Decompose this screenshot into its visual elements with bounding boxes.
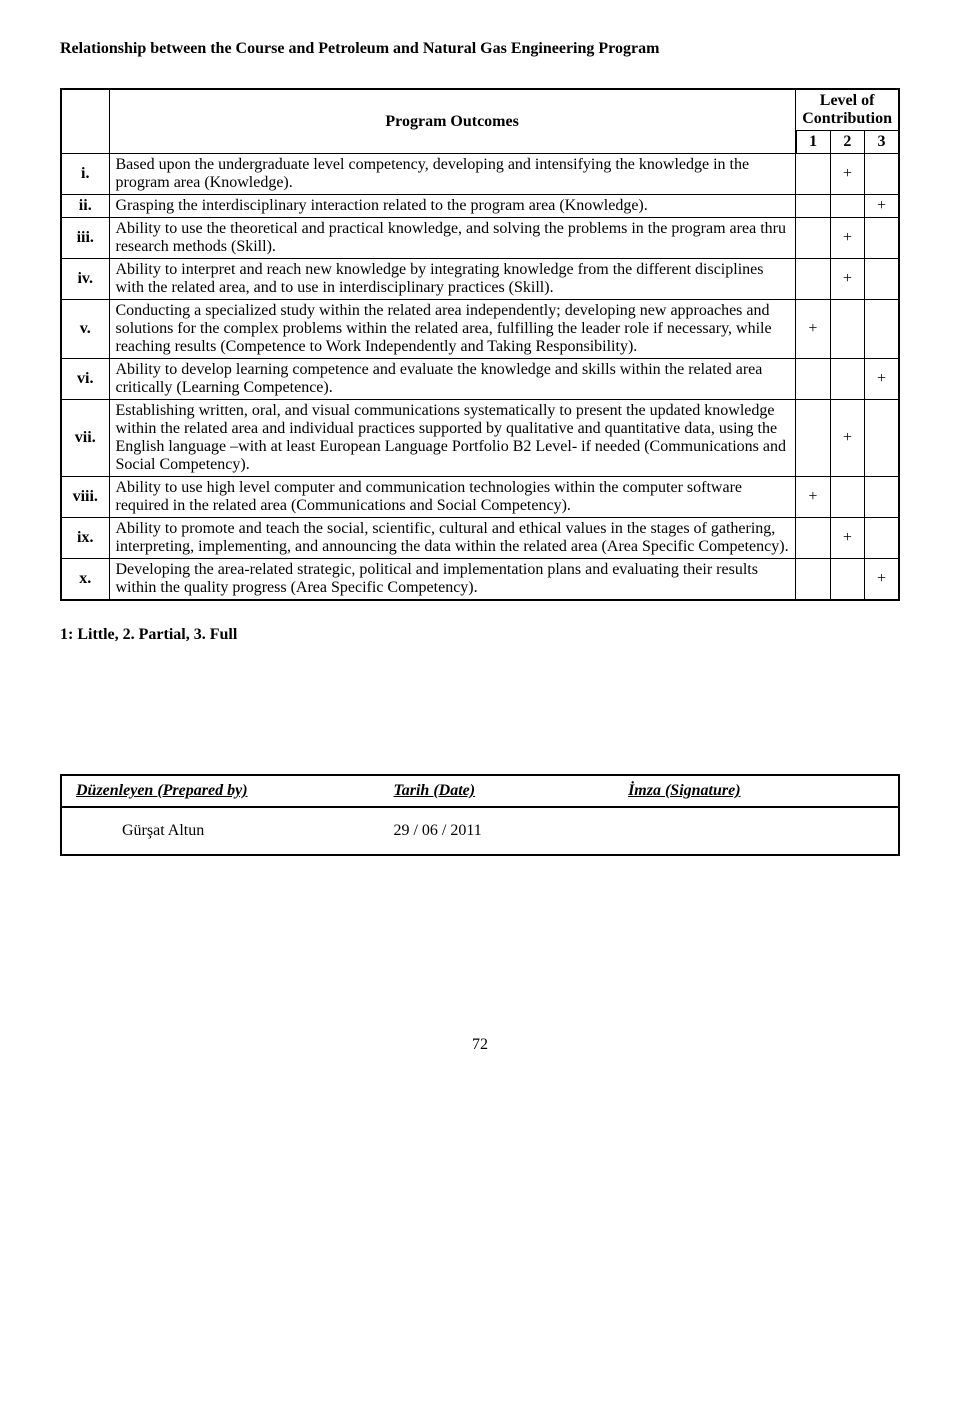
signature-table: Düzenleyen (Prepared by) Tarih (Date) İm…: [60, 774, 900, 856]
contribution-cell: [796, 400, 830, 477]
outcomes-table: Program Outcomes Level of Contribution 1…: [60, 88, 900, 601]
contribution-cell: +: [830, 400, 864, 477]
row-number: x.: [61, 559, 109, 601]
contribution-cell: +: [865, 195, 899, 218]
page-title: Relationship between the Course and Petr…: [60, 40, 900, 58]
row-number: v.: [61, 300, 109, 359]
program-outcomes-header: Program Outcomes: [109, 89, 796, 154]
date-value: 29 / 06 / 2011: [379, 807, 614, 855]
contribution-cell: [865, 154, 899, 195]
level-1: 1: [796, 131, 830, 154]
contribution-cell: [796, 518, 830, 559]
page-number: 72: [60, 1036, 900, 1054]
contribution-cell: [830, 477, 864, 518]
contribution-cell: [796, 259, 830, 300]
contribution-cell: +: [796, 477, 830, 518]
contribution-cell: +: [865, 359, 899, 400]
row-text: Developing the area-related strategic, p…: [109, 559, 796, 601]
contribution-cell: +: [865, 559, 899, 601]
contribution-cell: [796, 559, 830, 601]
contribution-cell: [830, 195, 864, 218]
contribution-cell: [865, 259, 899, 300]
contribution-cell: +: [830, 259, 864, 300]
contribution-cell: [830, 559, 864, 601]
contribution-cell: [796, 154, 830, 195]
contribution-cell: [865, 518, 899, 559]
level-2: 2: [830, 131, 864, 154]
row-number: ii.: [61, 195, 109, 218]
header-empty: [61, 89, 109, 154]
row-text: Ability to develop learning competence a…: [109, 359, 796, 400]
row-text: Ability to use the theoretical and pract…: [109, 218, 796, 259]
contribution-cell: [796, 195, 830, 218]
contribution-cell: [830, 300, 864, 359]
row-text: Based upon the undergraduate level compe…: [109, 154, 796, 195]
date-header: Tarih (Date): [379, 775, 614, 807]
row-text: Establishing written, oral, and visual c…: [109, 400, 796, 477]
contribution-cell: [830, 359, 864, 400]
prepared-by-header: Düzenleyen (Prepared by): [61, 775, 379, 807]
legend-text: 1: Little, 2. Partial, 3. Full: [60, 626, 900, 644]
signature-value: [614, 807, 899, 855]
row-number: ix.: [61, 518, 109, 559]
row-number: iv.: [61, 259, 109, 300]
row-number: i.: [61, 154, 109, 195]
contribution-cell: +: [830, 218, 864, 259]
row-text: Grasping the interdisciplinary interacti…: [109, 195, 796, 218]
contribution-cell: [796, 218, 830, 259]
contribution-cell: [865, 218, 899, 259]
row-text: Conducting a specialized study within th…: [109, 300, 796, 359]
row-number: vii.: [61, 400, 109, 477]
row-number: viii.: [61, 477, 109, 518]
contribution-cell: [796, 359, 830, 400]
level-3: 3: [865, 131, 899, 154]
row-number: vi.: [61, 359, 109, 400]
row-number: iii.: [61, 218, 109, 259]
contribution-cell: [865, 300, 899, 359]
contribution-header: Level of Contribution: [796, 89, 899, 131]
contribution-cell: +: [830, 154, 864, 195]
contribution-cell: [865, 477, 899, 518]
row-text: Ability to promote and teach the social,…: [109, 518, 796, 559]
contribution-cell: +: [796, 300, 830, 359]
contribution-cell: [865, 400, 899, 477]
contribution-cell: +: [830, 518, 864, 559]
row-text: Ability to use high level computer and c…: [109, 477, 796, 518]
signature-header: İmza (Signature): [614, 775, 899, 807]
row-text: Ability to interpret and reach new knowl…: [109, 259, 796, 300]
prepared-by-value: Gürşat Altun: [61, 807, 379, 855]
